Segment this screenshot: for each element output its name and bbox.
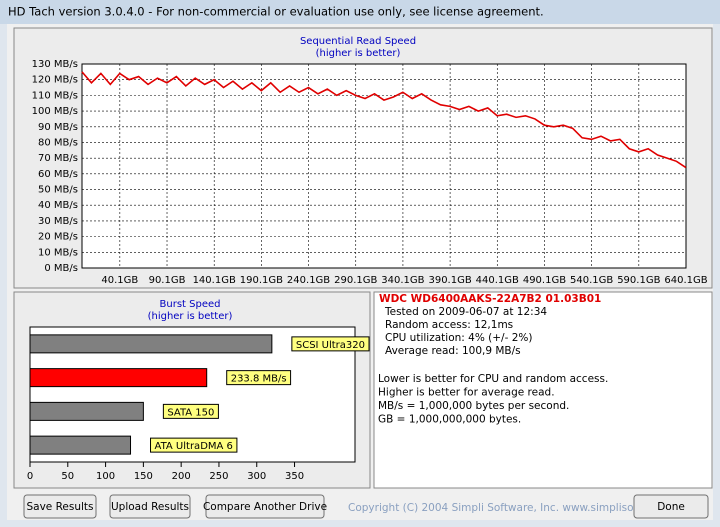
button-face	[109, 494, 191, 519]
button-label: Compare Another Drive	[203, 501, 327, 513]
plot-area	[81, 63, 687, 269]
x-tick-label: 190.1GB	[240, 275, 283, 286]
y-tick-label: 70 MB/s	[38, 153, 78, 164]
button[interactable]: Upload Results	[109, 494, 191, 519]
y-tick-label: 10 MB/s	[38, 247, 78, 258]
x-tick-label: 340.1GB	[381, 275, 424, 286]
x-tick-label: 390.1GB	[428, 275, 471, 286]
bar-label-box	[162, 403, 219, 419]
info-line: Average read: 100,9 MB/s	[385, 345, 521, 357]
bar-label-box	[150, 437, 238, 453]
bar	[29, 435, 132, 455]
button[interactable]: Save Results	[23, 494, 97, 519]
x-tick-label: 440.1GB	[476, 275, 519, 286]
bar-label-text: ATA UltraDMA 6	[155, 441, 233, 452]
x-tick-label: 590.1GB	[617, 275, 660, 286]
chart-subtitle: (higher is better)	[148, 311, 233, 322]
y-tick-label: 120 MB/s	[32, 75, 78, 86]
info-line: Tested on 2009-06-07 at 12:34	[384, 306, 547, 318]
y-tick-label: 90 MB/s	[38, 122, 78, 133]
y-tick-label: 30 MB/s	[38, 216, 78, 227]
x-tick-label: 250	[209, 471, 228, 482]
bar-label-text: SCSI Ultra320	[296, 340, 365, 351]
info-line: Random access: 12,1ms	[385, 319, 513, 331]
title-bar	[0, 0, 720, 24]
data-line	[81, 71, 687, 169]
bar-label: 233.8 MB/s	[226, 370, 292, 386]
copyright: Copyright (C) 2004 Simpli Software, Inc.…	[348, 502, 692, 514]
bar-label-box	[226, 370, 292, 386]
x-tick-label: 540.1GB	[570, 275, 613, 286]
bar-label-text: 233.8 MB/s	[231, 374, 287, 385]
y-tick-label: 50 MB/s	[38, 185, 78, 196]
button[interactable]: Done	[633, 494, 709, 519]
button-label: Done	[657, 501, 685, 513]
y-tick-label: 110 MB/s	[32, 90, 78, 101]
y-tick-label: 40 MB/s	[38, 200, 78, 211]
chart-subtitle: (higher is better)	[316, 48, 401, 59]
x-tick-label: 40.1GB	[101, 275, 138, 286]
bar-label-text: SATA 150	[167, 407, 214, 418]
button-face	[205, 494, 325, 519]
bar-label: ATA UltraDMA 6	[150, 437, 238, 453]
bar-label: SATA 150	[162, 403, 219, 419]
button-label: Upload Results	[111, 501, 189, 513]
y-tick-label: 130 MB/s	[32, 59, 78, 70]
info-line: CPU utilization: 4% (+/- 2%)	[385, 332, 532, 344]
bar	[29, 401, 144, 421]
x-tick-label: 200	[172, 471, 191, 482]
y-tick-label: 100 MB/s	[32, 106, 78, 117]
bar-label-box	[291, 336, 370, 352]
x-tick-label: 490.1GB	[523, 275, 566, 286]
window-title: HD Tach version 3.0.4.0 - For non-commer…	[8, 5, 544, 19]
x-tick-label: 100	[96, 471, 115, 482]
bar	[29, 334, 273, 354]
button-label: Save Results	[26, 501, 93, 513]
button-face	[23, 494, 97, 519]
y-tick-label: 20 MB/s	[38, 232, 78, 243]
x-tick-label: 150	[134, 471, 153, 482]
note-line: MB/s = 1,000,000 bytes per second.	[378, 400, 569, 412]
note-line: Lower is better for CPU and random acces…	[378, 373, 608, 385]
y-tick-label: 0 MB/s	[44, 263, 78, 274]
x-tick-label: 240.1GB	[287, 275, 330, 286]
x-tick-label: 640.1GB	[664, 275, 707, 286]
x-tick-label: 90.1GB	[149, 275, 186, 286]
x-tick-label: 140.1GB	[193, 275, 236, 286]
x-tick-label: 350	[285, 471, 304, 482]
bar	[29, 368, 208, 388]
chart-title: Sequential Read Speed	[300, 36, 416, 47]
x-tick-label: 50	[61, 471, 74, 482]
note-line: Higher is better for average read.	[378, 387, 555, 399]
x-tick-label: 0	[27, 471, 33, 482]
button[interactable]: Compare Another Drive	[203, 494, 327, 519]
button-face	[633, 494, 709, 519]
chart-title: Burst Speed	[160, 299, 221, 310]
x-tick-label: 300	[247, 471, 266, 482]
note-line: GB = 1,000,000,000 bytes.	[378, 414, 521, 426]
drive-name: WDC WD6400AAKS-22A7B2 01.03B01	[379, 293, 601, 305]
y-tick-label: 80 MB/s	[38, 137, 78, 148]
info-panel	[373, 291, 713, 489]
y-tick-label: 60 MB/s	[38, 169, 78, 180]
bar-label: SCSI Ultra320	[291, 336, 370, 352]
x-tick-label: 290.1GB	[334, 275, 377, 286]
